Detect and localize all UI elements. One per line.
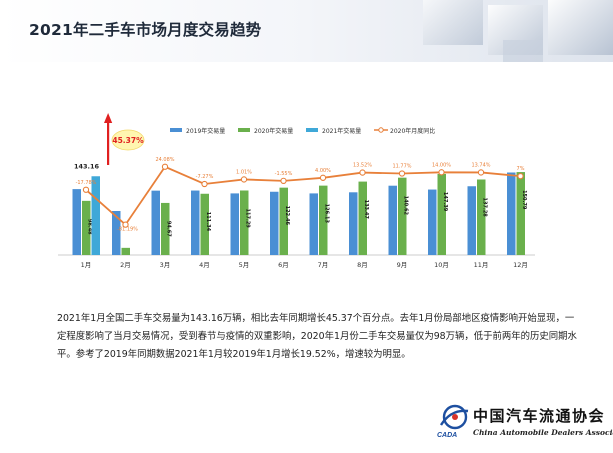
bar-2019 (507, 172, 516, 255)
x-tick-label: 12月 (513, 261, 528, 269)
bar-2021-value-label: 143.16 (74, 162, 100, 170)
growth-arrow-head (104, 113, 113, 123)
yoy-label: 14.00% (432, 162, 451, 168)
bar-2020-value-label: 147.39 (442, 192, 448, 212)
bar-2020 (437, 173, 446, 255)
bar-2019 (270, 191, 279, 255)
bar-2020-value-label: 140.62 (402, 196, 408, 216)
yoy-label: 13.52% (353, 163, 372, 169)
x-tick-label: 11月 (474, 261, 489, 269)
bar-2019 (388, 185, 397, 255)
yoy-point (122, 221, 129, 228)
bar-2019 (191, 190, 200, 255)
yoy-point (280, 177, 287, 185)
bar-2020 (516, 172, 525, 255)
bar-2020-value-label: 150.79 (521, 190, 527, 210)
header-banner: 2021年二手车市场月度交易趋势 (0, 0, 613, 62)
yoy-point (201, 180, 208, 188)
logo-english-name: China Automobile Dealers Association (473, 428, 613, 437)
legend-label: 2020年月度同比 (390, 127, 435, 135)
callout-bubble (111, 129, 145, 151)
bar-2020-value-label: 133.47 (363, 200, 369, 220)
legend-label: 2020年交易量 (254, 127, 293, 135)
growth-arrow (107, 120, 110, 165)
yoy-point (359, 169, 366, 176)
bar-2019 (72, 189, 81, 255)
page-title: 2021年二手车市场月度交易趋势 (29, 21, 262, 39)
bar-2019 (428, 189, 437, 255)
bar-2020-value-label: 111.34 (205, 212, 211, 232)
logo-chinese-name: 中国汽车流通协会 (473, 407, 606, 425)
bar-2020 (82, 200, 91, 255)
legend-swatch (378, 127, 384, 133)
bar-2020 (358, 181, 367, 255)
bar-2020-value-label: 126.13 (323, 204, 329, 224)
callout-value: 45.37% (112, 136, 144, 145)
yoy-point (398, 170, 406, 177)
bar-2020 (279, 187, 288, 255)
bar-2020 (240, 190, 249, 255)
yoy-label: -1.55% (275, 171, 293, 177)
x-tick-label: 1月 (81, 261, 92, 269)
yoy-label: 1.01% (236, 169, 252, 175)
legend-swatch (238, 128, 250, 132)
yoy-label: 13.74% (471, 162, 490, 168)
yoy-label: -81.19% (117, 227, 138, 233)
yoy-line (85, 165, 521, 227)
x-tick-label: 4月 (199, 261, 210, 269)
bar-2020-value-label: 137.28 (481, 197, 487, 217)
yoy-point (319, 174, 327, 181)
bar-2021 (91, 176, 100, 255)
x-tick-label: 5月 (239, 261, 250, 269)
yoy-point (438, 169, 445, 176)
x-tick-label: 2月 (120, 261, 131, 269)
bar-2019 (151, 190, 160, 255)
yoy-point (477, 169, 485, 176)
yoy-point (240, 176, 248, 183)
bar-2020 (398, 177, 407, 255)
legend-label: 2019年交易量 (186, 127, 225, 135)
yoy-label: 11.77% (392, 164, 411, 170)
x-tick-label: 7月 (318, 261, 329, 269)
monthly-trade-chart: 2019年交易量 2020年交易量 2021年交易量 2020年月度同比 98.48 14… (58, 113, 535, 269)
legend-swatch (306, 128, 318, 132)
description-paragraph: 2021年1月全国二手车交易量为143.16万辆，相比去年同期增长45.37个百… (57, 313, 577, 360)
cada-logo: CADA 中国汽车流通协会 China Automobile Dealers A… (437, 403, 613, 451)
bar-2019 (112, 211, 121, 255)
bar-2019 (309, 193, 318, 255)
yoy-label: 4.00% (315, 168, 331, 174)
bar-2020 (319, 185, 328, 255)
bar-2020 (161, 202, 170, 255)
x-tick-label: 3月 (160, 261, 171, 269)
bar-2020 (200, 193, 209, 255)
cada-emblem-icon (439, 404, 469, 430)
legend-swatch (170, 128, 182, 132)
logo-abbr: CADA (437, 432, 458, 439)
yoy-point (161, 163, 169, 170)
bar-2019 (349, 192, 358, 255)
yoy-label: -17.78% (76, 180, 97, 186)
yoy-point (82, 186, 90, 193)
bar-2020 (121, 247, 130, 255)
yoy-label: 24.08% (155, 157, 174, 163)
bar-2020-value-label: 122.46 (284, 206, 290, 226)
bar-2020-value-label: 98.48 (86, 219, 92, 235)
legend-label: 2021年交易量 (322, 127, 361, 135)
bar-2019 (230, 193, 239, 255)
x-tick-label: 10月 (434, 261, 449, 269)
x-tick-label: 6月 (278, 261, 289, 269)
yoy-label: 7% (517, 166, 525, 172)
decorative-cubes-image (423, 0, 613, 62)
x-tick-label: 8月 (357, 261, 368, 269)
bar-2020-value-label: 94.67 (165, 221, 171, 237)
x-tick-label: 9月 (397, 261, 408, 269)
bar-2020 (477, 179, 486, 255)
bar-2019 (467, 186, 476, 255)
yoy-label: -7.27% (196, 174, 214, 180)
yoy-point (517, 173, 524, 180)
bar-2020-value-label: 117.29 (244, 208, 250, 228)
